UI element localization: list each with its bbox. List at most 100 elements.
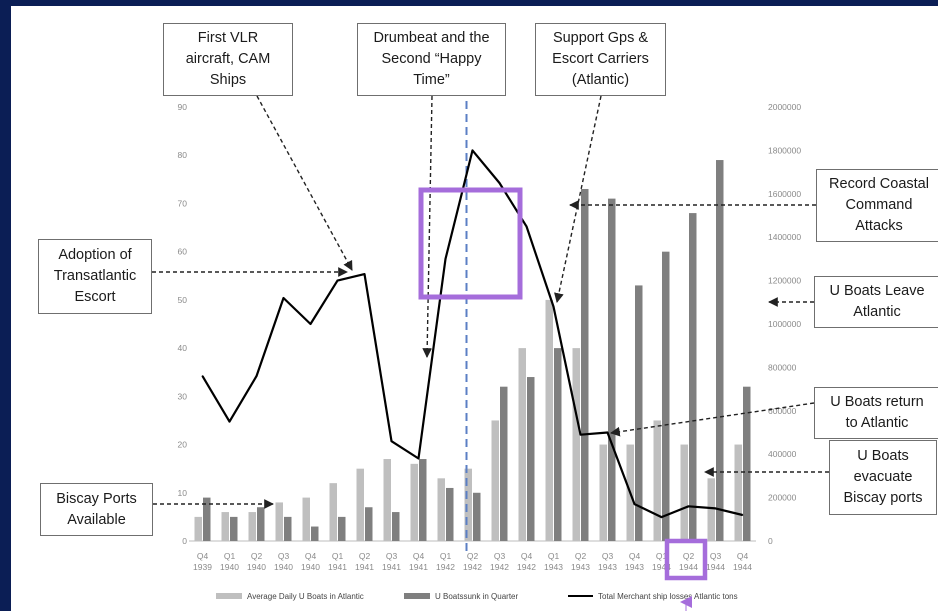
loss-point-9	[444, 258, 447, 260]
x-tick-quarter-1: Q1	[224, 551, 236, 561]
right-tick-400000: 400000	[768, 449, 797, 459]
x-tick-year-8: 1941	[409, 562, 428, 572]
x-tick-quarter-5: Q1	[332, 551, 344, 561]
callout-uboats-leave: U Boats Leave Atlantic	[814, 276, 938, 328]
x-tick-year-12: 1942	[517, 562, 536, 572]
loss-point-2	[255, 375, 258, 377]
bar-average-8	[410, 463, 418, 541]
bar-sunk-1	[230, 516, 238, 541]
bar-average-3	[275, 502, 283, 541]
x-tick-year-3: 1940	[274, 562, 293, 572]
callout-drumbeat: Drumbeat and the Second “Happy Time”	[357, 23, 506, 96]
bar-average-0	[194, 516, 202, 541]
highlight-boxes	[418, 187, 708, 611]
loss-point-12	[525, 225, 528, 228]
series-average-daily-bars	[194, 299, 742, 541]
loss-point-11	[498, 182, 501, 184]
legend-swatch-average	[216, 593, 242, 599]
x-tick-year-1: 1940	[220, 562, 239, 572]
x-tick-quarter-18: Q2	[683, 551, 695, 561]
right-tick-800000: 800000	[768, 362, 797, 372]
legend-label-average: Average Daily U Boats in Atlantic	[247, 592, 364, 601]
bar-average-7	[383, 459, 391, 541]
bar-sunk-17	[662, 251, 670, 541]
series-merchant-losses-line	[201, 149, 744, 519]
x-tick-quarter-10: Q2	[467, 551, 479, 561]
right-tick-0: 0	[768, 536, 773, 546]
x-tick-year-17: 1944	[652, 562, 671, 572]
bar-sunk-0	[203, 497, 211, 541]
left-tick-70: 70	[178, 198, 188, 208]
x-tick-quarter-3: Q3	[278, 551, 290, 561]
bar-average-4	[302, 497, 310, 541]
bar-sunk-14	[581, 188, 589, 541]
left-tick-50: 50	[178, 295, 188, 305]
x-tick-quarter-0: Q4	[197, 551, 209, 561]
x-tick-year-20: 1944	[733, 562, 752, 572]
x-tick-quarter-2: Q2	[251, 551, 263, 561]
bar-average-5	[329, 483, 337, 541]
right-tick-1000000: 1000000	[768, 319, 801, 329]
arrow-vlr	[256, 95, 353, 271]
bar-average-2	[248, 512, 256, 541]
highlight-box-q2-1944	[664, 538, 708, 581]
x-tick-year-14: 1943	[571, 562, 590, 572]
right-tick-2000000: 2000000	[768, 102, 801, 112]
bar-sunk-5	[338, 516, 346, 541]
legend-swatch-sunk	[404, 593, 430, 599]
x-tick-quarter-19: Q3	[710, 551, 722, 561]
arrow-support	[554, 95, 602, 303]
loss-point-10	[471, 149, 474, 152]
bar-average-20	[734, 444, 742, 541]
highlight-box-peak	[418, 187, 523, 300]
bar-sunk-10	[473, 492, 481, 541]
x-tick-year-9: 1942	[436, 562, 455, 572]
right-tick-600000: 600000	[768, 406, 797, 416]
right-tick-200000: 200000	[768, 493, 797, 503]
bar-sunk-18	[689, 213, 697, 542]
loss-point-8	[417, 457, 420, 460]
x-tick-year-5: 1941	[328, 562, 347, 572]
x-tick-quarter-8: Q4	[413, 551, 425, 561]
loss-point-3	[282, 297, 285, 299]
right-tick-1600000: 1600000	[768, 189, 801, 199]
x-tick-quarter-16: Q4	[629, 551, 641, 561]
callout-uboats-evacuate: U Boats evacuate Biscay ports	[829, 440, 937, 515]
loss-point-17	[660, 516, 663, 518]
arrow-return	[610, 402, 815, 437]
loss-point-13	[552, 305, 555, 308]
x-tick-quarter-12: Q4	[521, 551, 533, 561]
left-tick-0: 0	[182, 536, 187, 546]
left-tick-90: 90	[178, 102, 188, 112]
x-tick-quarter-17: Q1	[656, 551, 668, 561]
left-tick-20: 20	[178, 440, 188, 450]
legend-label-losses: Total Merchant ship losses Atlantic tons	[598, 592, 738, 601]
callout-uboats-return: U Boats return to Atlantic	[814, 387, 938, 439]
x-tick-quarter-6: Q2	[359, 551, 371, 561]
loss-point-6	[363, 273, 366, 275]
bar-sunk-4	[311, 526, 319, 541]
callout-coastal-command: Record Coastal Command Attacks	[816, 169, 938, 242]
bar-average-13	[545, 299, 553, 541]
bar-sunk-16	[635, 285, 643, 541]
bar-average-10	[464, 468, 472, 541]
bar-sunk-2	[257, 507, 265, 541]
loss-point-1	[228, 420, 231, 423]
series-sunk-bars	[203, 160, 751, 542]
right-tick-1800000: 1800000	[768, 145, 801, 155]
loss-point-7	[390, 440, 393, 442]
arrow-drumbeat	[422, 95, 433, 358]
x-tick-year-15: 1943	[598, 562, 617, 572]
x-tick-year-7: 1941	[382, 562, 401, 572]
x-tick-year-6: 1941	[355, 562, 374, 572]
bar-average-14	[572, 348, 580, 541]
right-tick-1200000: 1200000	[768, 276, 801, 286]
left-tick-10: 10	[178, 488, 188, 498]
bar-average-1	[221, 512, 229, 541]
x-tick-year-11: 1942	[490, 562, 509, 572]
bar-sunk-12	[527, 377, 535, 541]
bar-sunk-15	[608, 198, 616, 541]
bar-average-18	[680, 444, 688, 541]
callout-arrows	[152, 95, 829, 509]
x-tick-quarter-15: Q3	[602, 551, 614, 561]
